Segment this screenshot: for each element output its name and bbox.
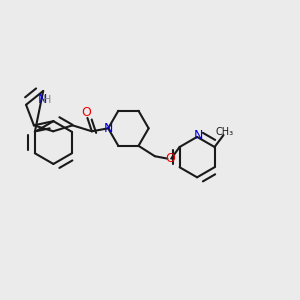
Text: N: N	[103, 122, 113, 135]
Text: CH₃: CH₃	[215, 127, 233, 136]
Text: N: N	[194, 129, 203, 142]
Text: N: N	[37, 93, 47, 106]
Text: O: O	[81, 106, 91, 119]
Text: H: H	[43, 94, 52, 105]
Text: O: O	[165, 152, 175, 165]
